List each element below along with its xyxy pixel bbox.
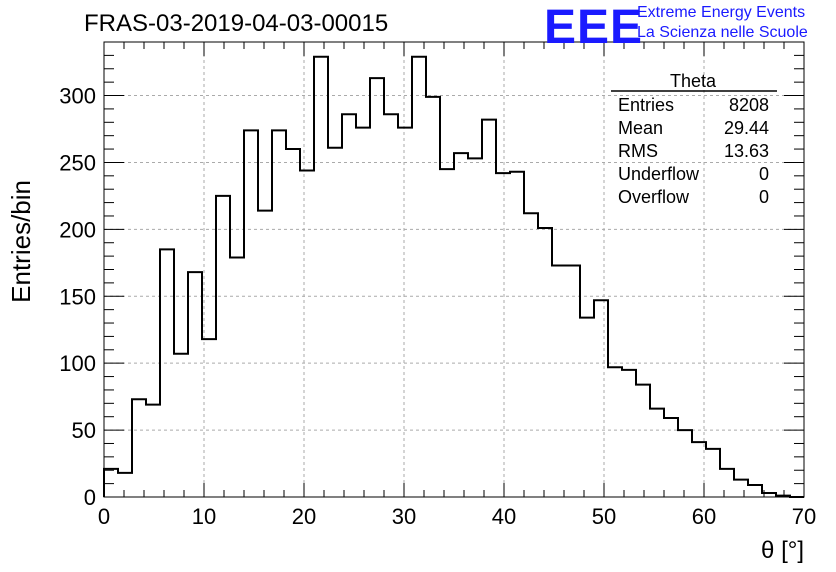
histogram-outline [103,55,804,498]
histogram-bin [216,196,230,497]
histogram-bin [342,114,356,497]
grid-lines [104,42,804,497]
histogram-bin [188,272,202,497]
histogram-bin [482,120,496,497]
x-tick-label: 50 [592,504,616,529]
histogram-bin [286,149,300,497]
stats-row-value: 8208 [729,95,769,115]
histogram-bin [384,114,398,497]
x-axis-label: θ [°] [761,537,804,564]
y-tick-label: 150 [59,284,96,309]
x-tick-label: 40 [492,504,516,529]
stats-row-value: 29.44 [724,118,769,138]
stats-row-value: 13.63 [724,141,769,161]
y-axis-label: Entries/bin [6,180,36,303]
y-tick-label: 0 [84,485,96,510]
histogram-bin [412,57,426,497]
histogram-bin [454,153,468,497]
histogram-bin [524,213,538,497]
histogram-bin [244,130,258,497]
x-tick-label: 20 [292,504,316,529]
histogram-bin [748,485,762,497]
stats-row-label: Overflow [618,187,690,207]
histogram-bin [356,128,370,497]
histogram-bin [496,173,510,497]
x-tick-label: 60 [692,504,716,529]
stats-row-label: Mean [618,118,663,138]
histogram-bin [706,449,720,497]
logo-line-2: La Scienza nelle Scuole [637,24,808,41]
stats-row-value: 0 [759,187,769,207]
histogram-bin [174,354,188,497]
histogram-bin [538,228,552,497]
stats-row-value: 0 [759,164,769,184]
histogram-bin [426,97,440,497]
histogram-bin [398,128,412,497]
x-tick-label: 0 [98,504,110,529]
histogram-bin [622,370,636,497]
histogram-bin [510,172,524,497]
chart-title: FRAS-03-2019-04-03-00015 [84,10,389,37]
histogram-bin [566,265,580,497]
histogram-bin [468,158,482,497]
histogram-bin [146,405,160,497]
x-tick-label: 30 [392,504,416,529]
histogram-bin [272,130,286,497]
histogram-bin [202,339,216,497]
y-tick-label: 200 [59,217,96,242]
histogram-bin [118,473,132,497]
histogram-bin [104,469,118,497]
y-tick-label: 250 [59,150,96,175]
y-tick-label: 100 [59,351,96,376]
histogram-bin [636,385,650,497]
stats-box: Theta Entries 8208 Mean 29.44 RMS 13.63 Underf… [611,71,777,207]
histogram-bin [594,300,608,497]
histogram-bin [328,148,342,497]
stats-box-name: Theta [670,71,717,91]
x-tick-label: 10 [192,504,216,529]
histogram-bin [720,469,734,497]
x-axis-ticks: 0 10 20 30 40 50 60 70 [98,42,816,529]
histogram-bin [314,57,328,497]
histogram-bin [300,170,314,497]
histogram-bin [678,430,692,497]
stats-row-label: Entries [618,95,674,115]
x-tick-label: 70 [792,504,816,529]
y-tick-label: 300 [59,84,96,109]
histogram-bin [664,418,678,497]
histogram-bin [734,480,748,497]
histogram-bin [258,211,272,497]
histogram-bin [160,249,174,497]
histogram-bin [370,78,384,497]
stats-row-label: Underflow [618,164,700,184]
eee-logo: EEE [544,1,644,54]
histogram-bin [132,399,146,497]
stats-row-label: RMS [618,141,658,161]
histogram-bin [580,318,594,497]
histogram-bin [552,265,566,497]
histogram-bin [230,257,244,497]
histogram-bin [608,367,622,497]
histogram-bin [440,169,454,497]
y-axis-ticks: 0 50 100 150 200 250 300 [59,41,804,510]
y-tick-label: 50 [72,418,96,443]
logo-line-1: Extreme Energy Events [637,4,806,21]
histogram-bin [650,409,664,497]
